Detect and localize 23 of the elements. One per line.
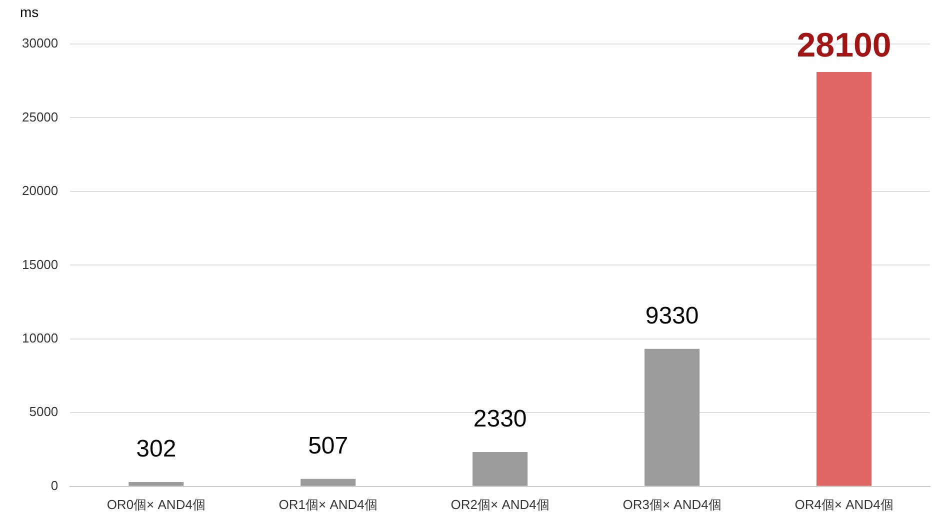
data-label: 28100	[796, 26, 892, 64]
y-tick-label: 20000	[22, 183, 58, 198]
data-label: 507	[308, 432, 348, 460]
bar	[816, 72, 872, 486]
x-tick-label: OR0個× AND4個	[106, 496, 206, 512]
data-label: 302	[136, 436, 176, 463]
y-tick-label: 0	[50, 478, 58, 493]
x-tick-label: OR1個× AND4個	[278, 496, 378, 512]
y-tick-label: 10000	[22, 330, 58, 346]
y-tick-label: 15000	[22, 256, 58, 272]
bar	[472, 452, 528, 486]
x-tick-label: OR4個× AND4個	[794, 496, 894, 512]
y-tick-label: 5000	[29, 404, 58, 420]
bar	[644, 348, 700, 486]
y-tick-label: 30000	[22, 36, 58, 51]
data-label: 9330	[645, 302, 699, 330]
data-label: 2330	[473, 406, 527, 433]
bar	[128, 482, 184, 486]
x-tick-label: OR2個× AND4個	[450, 496, 550, 512]
y-axis-title: ms	[20, 4, 39, 20]
x-tick-label: OR3個× AND4個	[622, 496, 722, 512]
bar	[300, 478, 356, 486]
y-tick-label: 25000	[22, 109, 58, 124]
